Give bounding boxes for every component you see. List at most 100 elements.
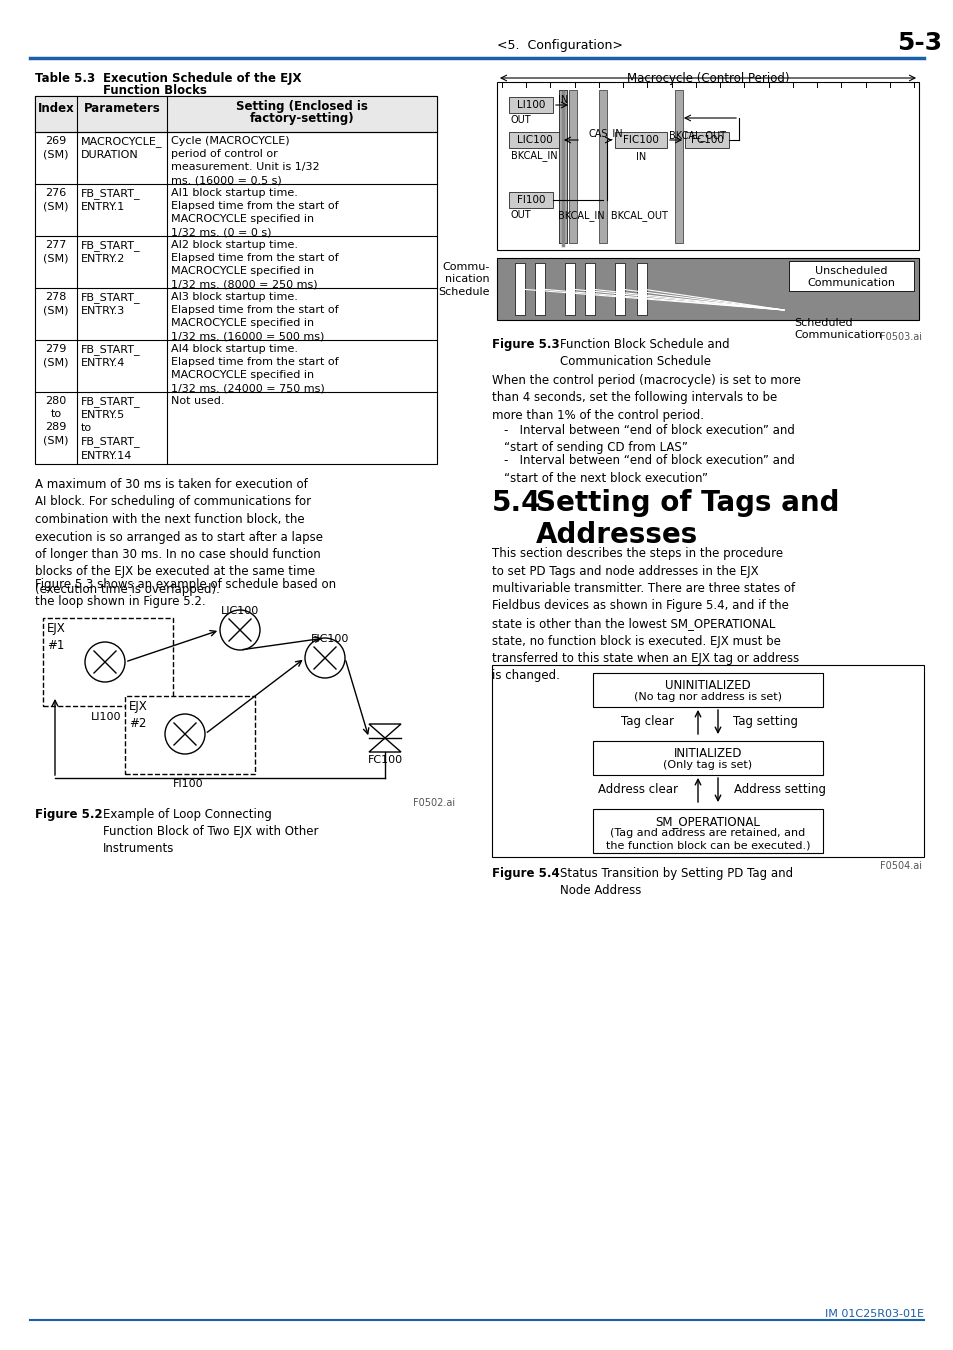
Text: 5.4: 5.4 (492, 489, 541, 517)
Text: A maximum of 30 ms is taken for execution of
AI block. For scheduling of communi: A maximum of 30 ms is taken for executio… (35, 478, 323, 595)
Text: Unscheduled
Communication: Unscheduled Communication (806, 266, 895, 289)
Bar (637, 263, 646, 315)
Text: 278
(SM): 278 (SM) (43, 292, 69, 315)
Bar (684, 132, 728, 148)
Bar (593, 809, 822, 853)
Bar (43, 618, 172, 706)
Text: Commu-
nication
Schedule: Commu- nication Schedule (438, 262, 490, 297)
Polygon shape (369, 724, 400, 752)
Bar (35, 96, 436, 132)
Bar (125, 697, 254, 774)
Text: MACROCYCLE_
DURATION: MACROCYCLE_ DURATION (81, 136, 162, 161)
Bar (615, 263, 624, 315)
Text: OUT: OUT (511, 211, 531, 220)
Text: FI100: FI100 (172, 779, 203, 788)
Bar (564, 263, 575, 315)
Text: BKCAL_OUT: BKCAL_OUT (668, 130, 725, 140)
Text: This section describes the steps in the procedure
to set PD Tags and node addres: This section describes the steps in the … (492, 547, 799, 683)
Bar (35, 96, 436, 464)
Bar (788, 261, 913, 292)
Text: Table 5.3: Table 5.3 (35, 72, 95, 85)
Text: IN: IN (636, 153, 645, 162)
Bar (593, 674, 822, 707)
Text: F0502.ai: F0502.ai (413, 798, 455, 809)
Text: Execution Schedule of the EJX: Execution Schedule of the EJX (103, 72, 301, 85)
Text: AI4 block startup time.
Elapsed time from the start of
MACROCYCLE specified in
1: AI4 block startup time. Elapsed time fro… (171, 344, 338, 394)
Text: FI100: FI100 (517, 194, 545, 205)
Bar (497, 82, 918, 250)
Text: Parameters: Parameters (84, 103, 160, 115)
Bar (558, 90, 566, 243)
Circle shape (85, 643, 125, 682)
Text: F0504.ai: F0504.ai (879, 861, 921, 871)
Bar (492, 666, 923, 857)
Text: IM 01C25R03-01E: IM 01C25R03-01E (824, 1310, 923, 1319)
Text: FC100: FC100 (690, 135, 722, 144)
Text: -   Interval between “end of block execution” and
“start of sending CD from LAS”: - Interval between “end of block executi… (503, 424, 794, 455)
Text: Example of Loop Connecting
Function Block of Two EJX with Other
Instruments: Example of Loop Connecting Function Bloc… (103, 809, 318, 855)
Text: Tag setting: Tag setting (733, 716, 798, 728)
Text: CAS_IN: CAS_IN (588, 128, 623, 139)
Text: FB_START_
ENTRY.1: FB_START_ ENTRY.1 (81, 188, 140, 212)
Text: 269
(SM): 269 (SM) (43, 136, 69, 159)
Circle shape (220, 610, 260, 649)
Text: factory-setting): factory-setting) (250, 112, 354, 126)
Text: Figure 5.4: Figure 5.4 (492, 867, 559, 880)
Bar (598, 90, 606, 243)
Circle shape (165, 714, 205, 755)
Text: -   Interval between “end of block execution” and
“start of the next block execu: - Interval between “end of block executi… (503, 454, 794, 485)
Text: FIC100: FIC100 (622, 135, 659, 144)
Text: 276
(SM): 276 (SM) (43, 188, 69, 211)
Text: Not used.: Not used. (171, 396, 224, 406)
Bar (509, 97, 553, 113)
Text: INITIALIZED: INITIALIZED (673, 747, 741, 760)
Text: UNINITIALIZED: UNINITIALIZED (664, 679, 750, 693)
Text: 279
(SM): 279 (SM) (43, 344, 69, 367)
Bar (497, 258, 918, 320)
Text: (Only tag is set): (Only tag is set) (662, 760, 752, 770)
Bar (615, 132, 666, 148)
Bar (515, 263, 524, 315)
Text: FB_START_
ENTRY.2: FB_START_ ENTRY.2 (81, 240, 140, 265)
Text: 5-3: 5-3 (897, 31, 942, 55)
Text: Status Transition by Setting PD Tag and
Node Address: Status Transition by Setting PD Tag and … (559, 867, 792, 896)
Bar (509, 132, 560, 148)
Bar (584, 263, 595, 315)
Bar (593, 741, 822, 775)
Text: Figure 5.2: Figure 5.2 (35, 809, 103, 821)
Text: (Tag and address are retained, and: (Tag and address are retained, and (610, 828, 804, 838)
Text: Scheduled
Communication: Scheduled Communication (793, 319, 882, 340)
Text: LIC100: LIC100 (517, 135, 553, 144)
Text: Address clear: Address clear (598, 783, 678, 796)
Text: 277
(SM): 277 (SM) (43, 240, 69, 263)
Bar (535, 263, 544, 315)
Text: Tag clear: Tag clear (620, 716, 674, 728)
Text: Setting (Enclosed is: Setting (Enclosed is (235, 100, 368, 113)
Text: (No tag nor address is set): (No tag nor address is set) (634, 693, 781, 702)
Text: LI100: LI100 (91, 711, 121, 722)
Text: BKCAL_IN  BKCAL_OUT: BKCAL_IN BKCAL_OUT (558, 211, 667, 221)
Text: LIC100: LIC100 (221, 606, 259, 616)
Text: IN: IN (558, 95, 568, 105)
Bar (675, 90, 682, 243)
Text: FB_START_
ENTRY.3: FB_START_ ENTRY.3 (81, 292, 140, 316)
Text: When the control period (macrocycle) is set to more
than 4 seconds, set the foll: When the control period (macrocycle) is … (492, 374, 800, 423)
Text: Function Block Schedule and
Communication Schedule: Function Block Schedule and Communicatio… (559, 338, 729, 369)
Text: AI2 block startup time.
Elapsed time from the start of
MACROCYCLE specified in
1: AI2 block startup time. Elapsed time fro… (171, 240, 338, 290)
Text: <5.  Configuration>: <5. Configuration> (497, 39, 622, 53)
Text: EJX
#1: EJX #1 (47, 622, 66, 652)
Text: SM_OPERATIONAL: SM_OPERATIONAL (655, 815, 760, 828)
Text: Figure 5.3 shows an example of schedule based on
the loop shown in Figure 5.2.: Figure 5.3 shows an example of schedule … (35, 578, 335, 609)
Text: BKCAL_IN: BKCAL_IN (511, 150, 558, 161)
Text: EJX
#2: EJX #2 (129, 701, 148, 730)
Text: LI100: LI100 (517, 100, 544, 109)
Text: AI3 block startup time.
Elapsed time from the start of
MACROCYCLE specified in
1: AI3 block startup time. Elapsed time fro… (171, 292, 338, 342)
Text: AI1 block startup time.
Elapsed time from the start of
MACROCYCLE specified in
1: AI1 block startup time. Elapsed time fro… (171, 188, 338, 238)
Text: 280
to
289
(SM): 280 to 289 (SM) (43, 396, 69, 446)
Text: OUT: OUT (511, 115, 531, 126)
Bar (558, 90, 566, 243)
Text: Macrocycle (Control Period): Macrocycle (Control Period) (626, 72, 788, 85)
Circle shape (305, 639, 345, 678)
Bar (509, 192, 553, 208)
Text: Cycle (MACROCYCLE)
period of control or
measurement. Unit is 1/32
ms. (16000 = 0: Cycle (MACROCYCLE) period of control or … (171, 136, 319, 185)
